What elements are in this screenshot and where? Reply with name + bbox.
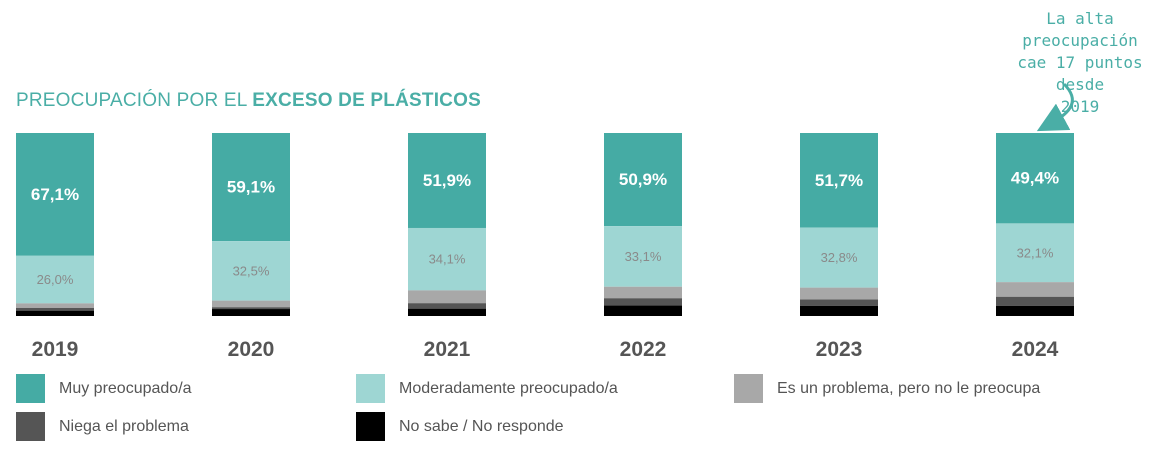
data-label-2021-muy: 51,9% [423, 171, 471, 190]
legend-swatch [356, 374, 385, 403]
data-label-2024-moderado: 32,1% [1017, 245, 1054, 260]
bar-segment-2023-moderado [800, 227, 878, 288]
bar-segment-2021-problema [408, 290, 486, 304]
legend-item-niega: Niega el problema [16, 412, 189, 441]
x-label-2024: 2024 [1012, 338, 1059, 361]
legend-swatch [16, 412, 45, 441]
legend-swatch [356, 412, 385, 441]
legend-swatch [16, 374, 45, 403]
bar-segment-2020-muy [212, 133, 290, 242]
bar-segment-2019-moderado [16, 255, 94, 304]
legend-item-muy: Muy preocupado/a [16, 374, 192, 403]
chart-title: PREOCUPACIÓN POR EL EXCESO DE PLÁSTICOS [16, 90, 481, 111]
bar-segment-2024-moderado [996, 223, 1074, 283]
legend-swatch [734, 374, 763, 403]
bar-segment-2019-muy [16, 133, 94, 256]
bar-segment-2022-problema [604, 286, 682, 299]
bar-segment-2021-niega [408, 303, 486, 309]
bar-segment-2020-moderado [212, 241, 290, 301]
annotation-text: La alta preocupación cae 17 puntos desde… [1017, 9, 1143, 116]
annotation-arrow [1036, 82, 1074, 132]
bar-segment-2022-nosabe [604, 305, 682, 316]
data-label-2024-muy: 49,4% [1011, 169, 1059, 188]
x-label-2021: 2021 [424, 338, 471, 361]
bar-segment-2023-niega [800, 299, 878, 306]
bar-segment-2024-muy [996, 133, 1074, 224]
bar-segment-2023-nosabe [800, 305, 878, 316]
bar-segment-2019-problema [16, 303, 94, 308]
data-label-2021-moderado: 34,1% [429, 252, 466, 267]
bar-segment-2024-nosabe [996, 305, 1074, 316]
data-label-2019-moderado: 26,0% [37, 272, 74, 287]
data-label-2020-moderado: 32,5% [233, 263, 270, 278]
bar-segment-2024-problema [996, 282, 1074, 297]
data-label-2022-moderado: 33,1% [625, 249, 662, 264]
bar-segment-2020-niega [212, 307, 290, 310]
bar-segment-2021-moderado [408, 227, 486, 291]
bar-segment-2023-muy [800, 133, 878, 228]
bar-segment-2024-niega [996, 296, 1074, 306]
legend-label: Moderadamente preocupado/a [399, 379, 618, 397]
legend-label: Es un problema, pero no le preocupa [777, 379, 1041, 397]
bar-segment-2023-problema [800, 287, 878, 300]
bar-segment-2022-niega [604, 298, 682, 306]
x-label-2020: 2020 [228, 338, 275, 361]
bar-segment-2019-niega [16, 307, 94, 311]
legend-label: No sabe / No responde [399, 417, 564, 435]
legend-item-moderado: Moderadamente preocupado/a [356, 374, 618, 403]
x-label-2019: 2019 [32, 338, 79, 361]
bar-segment-2019-nosabe [16, 310, 94, 316]
legend-item-problema: Es un problema, pero no le preocupa [734, 374, 1040, 403]
legend-item-nosabe: No sabe / No responde [356, 412, 564, 441]
legend-label: Muy preocupado/a [59, 379, 192, 397]
chart-title-bold: EXCESO DE PLÁSTICOS [252, 90, 481, 111]
data-label-2019-muy: 67,1% [31, 185, 79, 204]
data-label-2022-muy: 50,9% [619, 170, 667, 189]
x-label-2022: 2022 [620, 338, 667, 361]
bar-segment-2020-problema [212, 300, 290, 308]
data-label-2023-moderado: 32,8% [821, 250, 858, 265]
x-label-2023: 2023 [816, 338, 863, 361]
bar-segment-2022-muy [604, 133, 682, 227]
bar-segment-2020-nosabe [212, 309, 290, 316]
bar-segment-2021-nosabe [408, 308, 486, 316]
data-label-2020-muy: 59,1% [227, 178, 275, 197]
bar-segment-2021-muy [408, 133, 486, 228]
legend-label: Niega el problema [59, 417, 189, 435]
data-label-2023-muy: 51,7% [815, 171, 863, 190]
bar-segment-2022-moderado [604, 226, 682, 287]
